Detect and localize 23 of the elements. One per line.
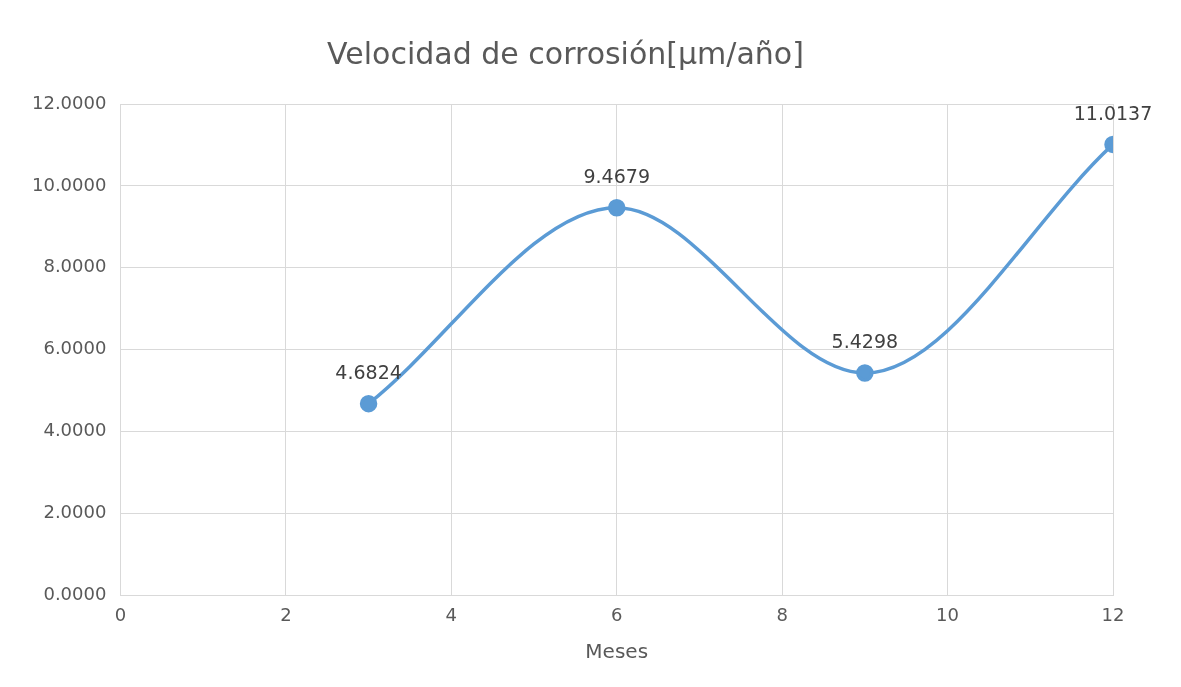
y-tick-label: 10.0000 xyxy=(32,173,107,195)
point xyxy=(856,364,874,382)
point xyxy=(359,394,378,413)
point xyxy=(607,198,626,217)
x-tick-label: 0 xyxy=(114,603,127,625)
x-tick-label: 6 xyxy=(610,603,623,625)
x-tick-label: 2 xyxy=(280,603,292,625)
x-axis-title: Meses xyxy=(585,639,649,664)
data-label: 11.0137 xyxy=(1073,101,1153,124)
y-tick-label: 0.0000 xyxy=(43,583,107,605)
y-tick-label: 6.0000 xyxy=(43,337,107,359)
chart-title: Velocidad de corrosión[µm/año] xyxy=(327,35,804,71)
data-label: 9.4679 xyxy=(583,165,650,188)
y-tick-label: 8.0000 xyxy=(43,255,107,277)
data-label: 5.4298 xyxy=(831,330,899,353)
y-tick-label: 2.0000 xyxy=(43,501,107,523)
x-tick-label: 10 xyxy=(936,603,960,625)
data-label: 4.6824 xyxy=(335,361,402,384)
x-tick-label: 8 xyxy=(776,603,788,625)
y-tick-label: 4.0000 xyxy=(43,419,107,441)
x-tick-label: 4 xyxy=(445,603,458,625)
y-tick-label: 12.0000 xyxy=(32,91,107,113)
x-tick-label: 12 xyxy=(1101,603,1125,625)
